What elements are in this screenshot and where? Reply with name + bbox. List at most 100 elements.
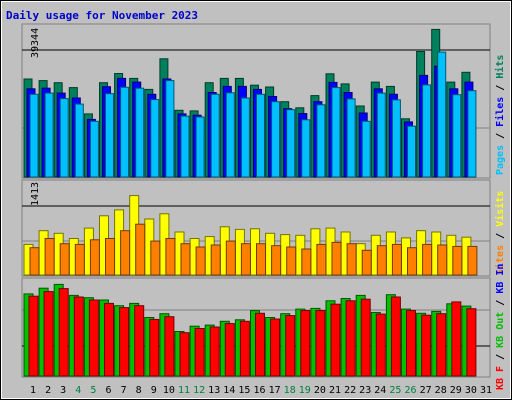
bar-pages-day-20 (316, 104, 326, 178)
panel-volume: 1082458 KB F / KB Out / KB In (21, 264, 506, 390)
x-tick-label-day-4: 4 (75, 385, 81, 396)
bar-kb-f-day-27 (421, 314, 432, 377)
x-tick-label-day-15: 15 (238, 385, 250, 396)
bar-pages-day-18 (286, 109, 296, 178)
bar-sites-day-18 (286, 246, 297, 276)
legend-sites: Sites (494, 245, 506, 275)
legend-sep-3: / (495, 227, 506, 245)
bar-kb-f-day-2 (43, 291, 54, 377)
bar-sites-day-19 (301, 248, 312, 276)
bar-sites-day-16 (256, 243, 266, 276)
bar-pages-day-26 (407, 125, 416, 178)
x-tick-label-day-6: 6 (105, 385, 111, 396)
bar-sites-day-13 (210, 244, 221, 276)
x-tick-label-day-13: 13 (208, 385, 220, 396)
x-tick-label-day-25: 25 (389, 385, 401, 396)
bar-pages-day-8 (135, 87, 145, 178)
bar-pages-day-30 (467, 90, 477, 178)
bar-pages-day-4 (74, 103, 84, 178)
bar-sites-day-23 (361, 249, 372, 276)
legend-files: Files (494, 97, 506, 127)
legend-kbout: KB Out (495, 312, 506, 348)
bar-pages-day-24 (376, 92, 386, 178)
x-tick-label-day-10: 10 (163, 385, 175, 396)
bar-sites-day-25 (391, 243, 402, 276)
bar-kb-f-day-5 (88, 299, 99, 377)
bar-sites-day-30 (467, 245, 478, 276)
bar-sites-day-27 (422, 243, 433, 276)
bar-pages-day-15 (240, 97, 250, 178)
bar-sites-day-6 (105, 238, 115, 276)
bar-sites-day-22 (346, 243, 357, 276)
bar-pages-day-29 (452, 94, 462, 178)
legend-sep-4: / (495, 348, 506, 366)
x-axis-labels: 1 2 3 4 5 6 7 8 9 10 11 12 13 14 15 16 17 18 19 20 21 22 23 24 2… (30, 385, 492, 396)
bar-pages-day-5 (89, 120, 99, 178)
panel-visitors-bars (23, 195, 478, 276)
bar-kb-f-day-19 (300, 310, 311, 377)
panel-requests: 39344 Pages / Files / Hits (21, 23, 506, 179)
bar-kb-f-day-14 (224, 323, 235, 377)
bar-pages-day-12 (195, 116, 205, 178)
bar-kb-f-day-16 (255, 312, 265, 377)
bar-pages-day-17 (271, 101, 281, 178)
x-tick-label-day-17: 17 (269, 385, 281, 396)
bar-pages-day-19 (301, 119, 311, 178)
bar-sites-day-8 (135, 223, 146, 276)
bar-sites-day-24 (376, 245, 387, 276)
x-tick-label-day-7: 7 (121, 385, 127, 396)
bar-sites-day-28 (437, 244, 448, 276)
bar-kb-f-day-15 (239, 320, 250, 377)
bar-kb-f-day-24 (375, 313, 386, 377)
bar-pages-day-7 (120, 86, 130, 178)
bar-pages-day-6 (105, 93, 114, 178)
legend-kbf: KB F (495, 366, 506, 390)
x-tick-label-day-24: 24 (374, 385, 386, 396)
panel-requests-bars (23, 28, 477, 178)
x-tick-label-day-19: 19 (299, 385, 311, 396)
bar-sites-day-26 (407, 247, 417, 276)
bar-sites-day-20 (316, 243, 327, 276)
svg-text:Pages / Files / Hits: Pages / Files / Hits (494, 55, 506, 175)
legend-visits: Visits (494, 191, 506, 227)
x-tick-label-day-18: 18 (284, 385, 296, 396)
x-tick-label-day-8: 8 (136, 385, 142, 396)
bar-pages-day-16 (256, 93, 265, 178)
bar-pages-day-9 (150, 99, 160, 178)
x-tick-label-day-16: 16 (253, 385, 265, 396)
bar-sites-day-7 (120, 230, 131, 276)
bar-pages-day-13 (210, 93, 220, 178)
bar-pages-day-28 (437, 51, 447, 178)
bar-kb-f-day-22 (345, 300, 356, 377)
bar-kb-f-day-28 (436, 313, 447, 377)
bar-kb-f-day-21 (330, 303, 341, 377)
bar-pages-day-14 (225, 92, 235, 178)
x-tick-label-day-22: 22 (344, 385, 356, 396)
legend-hits: Hits (494, 55, 506, 79)
x-tick-label-day-1: 1 (30, 385, 36, 396)
panel-requests-max-label: 39344 (30, 28, 41, 58)
x-tick-label-day-11: 11 (178, 385, 190, 396)
bar-sites-day-14 (225, 240, 236, 276)
x-tick-label-day-3: 3 (60, 385, 66, 396)
bar-kb-f-day-6 (104, 302, 114, 377)
x-tick-label-day-26: 26 (404, 385, 416, 396)
bar-sites-day-2 (44, 238, 55, 276)
bar-kb-f-day-10 (164, 316, 175, 377)
bar-sites-day-21 (331, 241, 342, 276)
bar-kb-f-day-3 (58, 288, 69, 377)
bar-sites-day-15 (240, 243, 251, 276)
bar-kb-f-day-13 (209, 326, 220, 377)
panel-visitors: 1413 Sites / Visits (21, 179, 506, 277)
bar-pages-day-2 (44, 92, 54, 178)
bar-sites-day-5 (89, 239, 100, 276)
bar-sites-day-29 (452, 245, 463, 276)
x-tick-label-day-29: 29 (450, 385, 462, 396)
bar-kb-f-day-30 (466, 308, 477, 377)
bar-pages-day-21 (331, 87, 341, 178)
legend-sep-5: / (495, 294, 506, 312)
bar-kb-f-day-17 (270, 318, 281, 377)
bar-kb-f-day-18 (285, 315, 296, 377)
